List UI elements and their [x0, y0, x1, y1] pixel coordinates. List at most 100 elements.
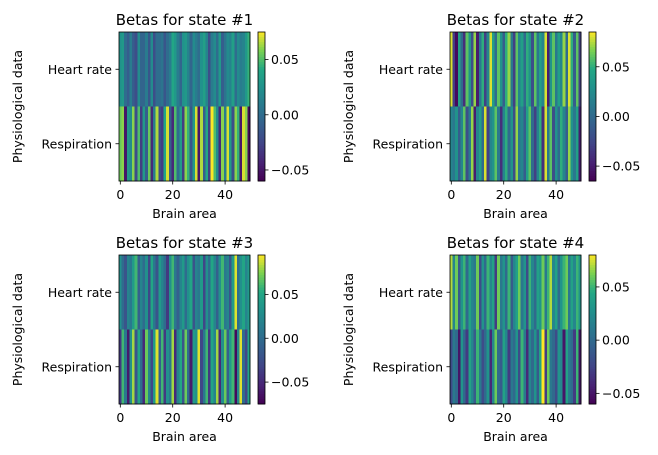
colorbar-segment [258, 168, 265, 172]
colorbar-segment [589, 89, 596, 92]
heatmap-cell [510, 32, 514, 107]
heatmap-cell [460, 329, 464, 405]
heatmap-cell [244, 329, 248, 405]
heatmap-cell [502, 255, 506, 330]
heatmap-cell [455, 255, 459, 330]
heatmap-cell [134, 329, 138, 405]
colorbar-segment [258, 319, 265, 323]
colorbar-segment [258, 259, 265, 263]
heatmap-cell [515, 255, 519, 330]
heatmap-cell [158, 255, 162, 330]
colorbar-segment [258, 133, 265, 137]
colorbar-segment [589, 279, 596, 283]
colorbar-segment [258, 41, 265, 45]
heatmap-cell [512, 255, 516, 330]
heatmap-cell [557, 106, 561, 182]
colorbar-segment [589, 259, 596, 263]
heatmap-cell [460, 32, 464, 107]
heatmap-cell [531, 329, 535, 405]
colorbar-segment [589, 118, 596, 122]
heatmap-cell [515, 106, 519, 182]
heatmap-cell [210, 255, 214, 330]
colorbar-segment [589, 41, 596, 45]
chart-title: Betas for state #1 [116, 11, 253, 29]
colorbar-segment [258, 171, 265, 174]
heatmap-cell [124, 329, 128, 405]
colorbar-tick-label: 0.00 [602, 109, 630, 124]
heatmap-cell [210, 106, 214, 182]
heatmap-cell [539, 329, 543, 405]
heatmap-cell [536, 32, 540, 107]
heatmap-cell [139, 255, 143, 330]
heatmap-cell [546, 255, 550, 330]
heatmap-cell [134, 255, 138, 330]
heatmap-cell [244, 255, 248, 330]
colorbar-segment [258, 341, 265, 345]
heatmap-cell [567, 329, 571, 405]
heatmap-cell [578, 106, 582, 182]
colorbar-segment [258, 317, 265, 320]
colorbar-tick-label: −0.05 [271, 162, 309, 177]
colorbar-segment [258, 148, 265, 152]
colorbar-segment [258, 272, 265, 276]
colorbar-segment [589, 269, 596, 273]
heatmap-cell [231, 255, 235, 330]
x-tick-label: 0 [447, 187, 455, 202]
heatmap-cell [247, 106, 251, 182]
colorbar-segment [258, 302, 265, 306]
heatmap-cell [525, 329, 529, 405]
colorbar-segment [589, 51, 596, 55]
heatmap-cell [197, 32, 201, 107]
heatmap-cell [229, 32, 233, 107]
x-axis-label: Brain area [152, 206, 217, 221]
heatmap-cell [465, 255, 469, 330]
colorbar-segment [589, 61, 596, 65]
heatmap-cell [484, 255, 488, 330]
colorbar-segment [258, 138, 265, 142]
heatmap-cell [150, 106, 154, 182]
heatmap-cell [192, 32, 196, 107]
heatmap-cell [231, 329, 235, 405]
colorbar-segment [258, 163, 265, 167]
heatmap-cell [473, 329, 477, 405]
colorbar-segment [589, 255, 596, 258]
heatmap-cell [229, 106, 233, 182]
colorbar-segment [589, 366, 596, 370]
heatmap-cell [239, 255, 243, 330]
colorbar-segment [589, 69, 596, 73]
axes-frame [449, 31, 582, 182]
heatmap-cell [210, 32, 214, 107]
heatmap-cell [192, 329, 196, 405]
heatmap-cell [573, 255, 577, 330]
heatmap-cell [557, 255, 561, 330]
heatmap-cell [176, 255, 180, 330]
colorbar-segment [589, 364, 596, 368]
heatmap-cell [552, 255, 556, 330]
heatmap-cell [484, 106, 488, 182]
heatmap-cell [523, 32, 527, 107]
heatmap-cell [507, 106, 511, 182]
colorbar-segment [258, 274, 265, 278]
y-tick-label: Heart rate [379, 62, 443, 77]
colorbar-tick-label: 0.05 [602, 59, 630, 74]
heatmap-cell [536, 255, 540, 330]
heatmap-cell [218, 255, 222, 330]
heatmap-cell [512, 106, 516, 182]
heatmap-cell [210, 329, 214, 405]
heatmap-cell [231, 32, 235, 107]
colorbar-segment [258, 64, 265, 68]
colorbar-segment [258, 309, 265, 313]
colorbar-segment [589, 99, 596, 102]
heatmap-cell [470, 255, 474, 330]
heatmap-cell [142, 329, 146, 405]
heatmap-cell [507, 329, 511, 405]
heatmap-cell [200, 255, 204, 330]
colorbar-segment [589, 376, 596, 380]
heatmap-cell [174, 255, 177, 330]
heatmap-cell [153, 32, 157, 107]
colorbar-segment [589, 394, 596, 397]
colorbar-segment [258, 54, 265, 58]
colorbar-segment [589, 384, 596, 388]
heatmap-cell [533, 106, 537, 182]
colorbar-segment [589, 168, 596, 172]
